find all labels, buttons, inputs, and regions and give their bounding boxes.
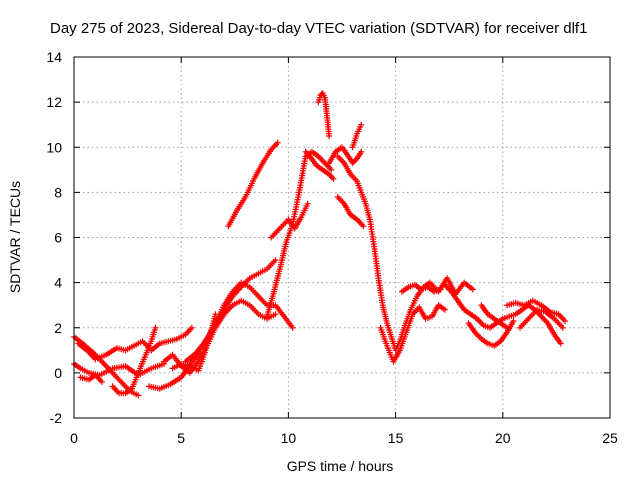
series-arc-18 <box>334 153 476 354</box>
plus-markers <box>334 153 476 354</box>
plus-markers <box>268 200 311 241</box>
series-arc-6 <box>146 349 204 392</box>
plus-markers <box>77 372 105 385</box>
y-tick-label: 10 <box>46 139 62 155</box>
series-arc-22 <box>399 281 444 295</box>
plus-markers <box>302 148 337 182</box>
plus-markers <box>148 324 195 354</box>
series-arc-25 <box>478 302 511 331</box>
x-tick-label: 15 <box>388 430 404 446</box>
x-tick-label: 0 <box>70 430 78 446</box>
x-tick-label: 20 <box>495 430 511 446</box>
plus-markers <box>75 338 155 363</box>
y-tick-label: 8 <box>54 184 62 200</box>
y-tick-label: -2 <box>50 410 63 426</box>
plus-markers <box>264 148 335 320</box>
plus-markers <box>71 360 167 379</box>
axis-ticks: 0 5 10 15 20 25 -2 0 2 4 6 8 10 12 14 <box>46 49 618 446</box>
plus-markers <box>334 193 367 230</box>
plus-markers <box>399 281 444 295</box>
plus-markers <box>478 302 511 331</box>
grid-lines <box>74 57 610 418</box>
x-tick-label: 5 <box>177 430 185 446</box>
y-tick-label: 0 <box>54 365 62 381</box>
series-arc-26 <box>504 297 568 324</box>
series-arc-19 <box>349 121 365 151</box>
plus-markers <box>377 302 448 365</box>
x-tick-label: 25 <box>602 430 618 446</box>
x-axis-title: GPS time / hours <box>287 458 394 474</box>
series-arc-21 <box>377 302 448 365</box>
y-axis-title: SDTVAR / TECUs <box>7 181 23 293</box>
y-tick-label: 2 <box>54 320 62 336</box>
series-arc-15 <box>302 148 337 182</box>
series-arc-4 <box>77 372 105 385</box>
y-tick-label: 4 <box>54 275 62 291</box>
series-arc-14 <box>268 200 311 241</box>
series-arc-24 <box>465 318 517 349</box>
plus-markers <box>225 139 281 230</box>
chart-title: Day 275 of 2023, Sidereal Day-to-day VTE… <box>50 20 587 37</box>
y-tick-label: 14 <box>46 49 62 65</box>
x-tick-label: 10 <box>281 430 297 446</box>
series-arc-17 <box>326 144 365 166</box>
plus-markers <box>195 257 279 354</box>
series-arc-16 <box>315 90 333 139</box>
plus-markers <box>315 90 333 139</box>
plus-markers <box>504 297 568 324</box>
series-arc-20 <box>334 193 367 230</box>
y-tick-label: 6 <box>54 230 62 246</box>
series-arc-3 <box>75 338 155 363</box>
series-arc-5 <box>109 324 159 397</box>
plus-markers <box>326 144 365 166</box>
series-arc-27 <box>517 306 566 331</box>
plus-markers <box>465 318 517 349</box>
plus-markers <box>349 121 365 151</box>
y-tick-label: 12 <box>46 94 62 110</box>
series-arc-13 <box>264 148 335 320</box>
series-arc-11 <box>195 257 279 354</box>
plus-markers <box>109 324 159 397</box>
plus-markers <box>517 306 566 331</box>
series-arc-1 <box>71 360 167 379</box>
series-arc-7 <box>148 324 195 354</box>
data-series <box>71 90 568 399</box>
series-arc-12 <box>225 139 281 230</box>
